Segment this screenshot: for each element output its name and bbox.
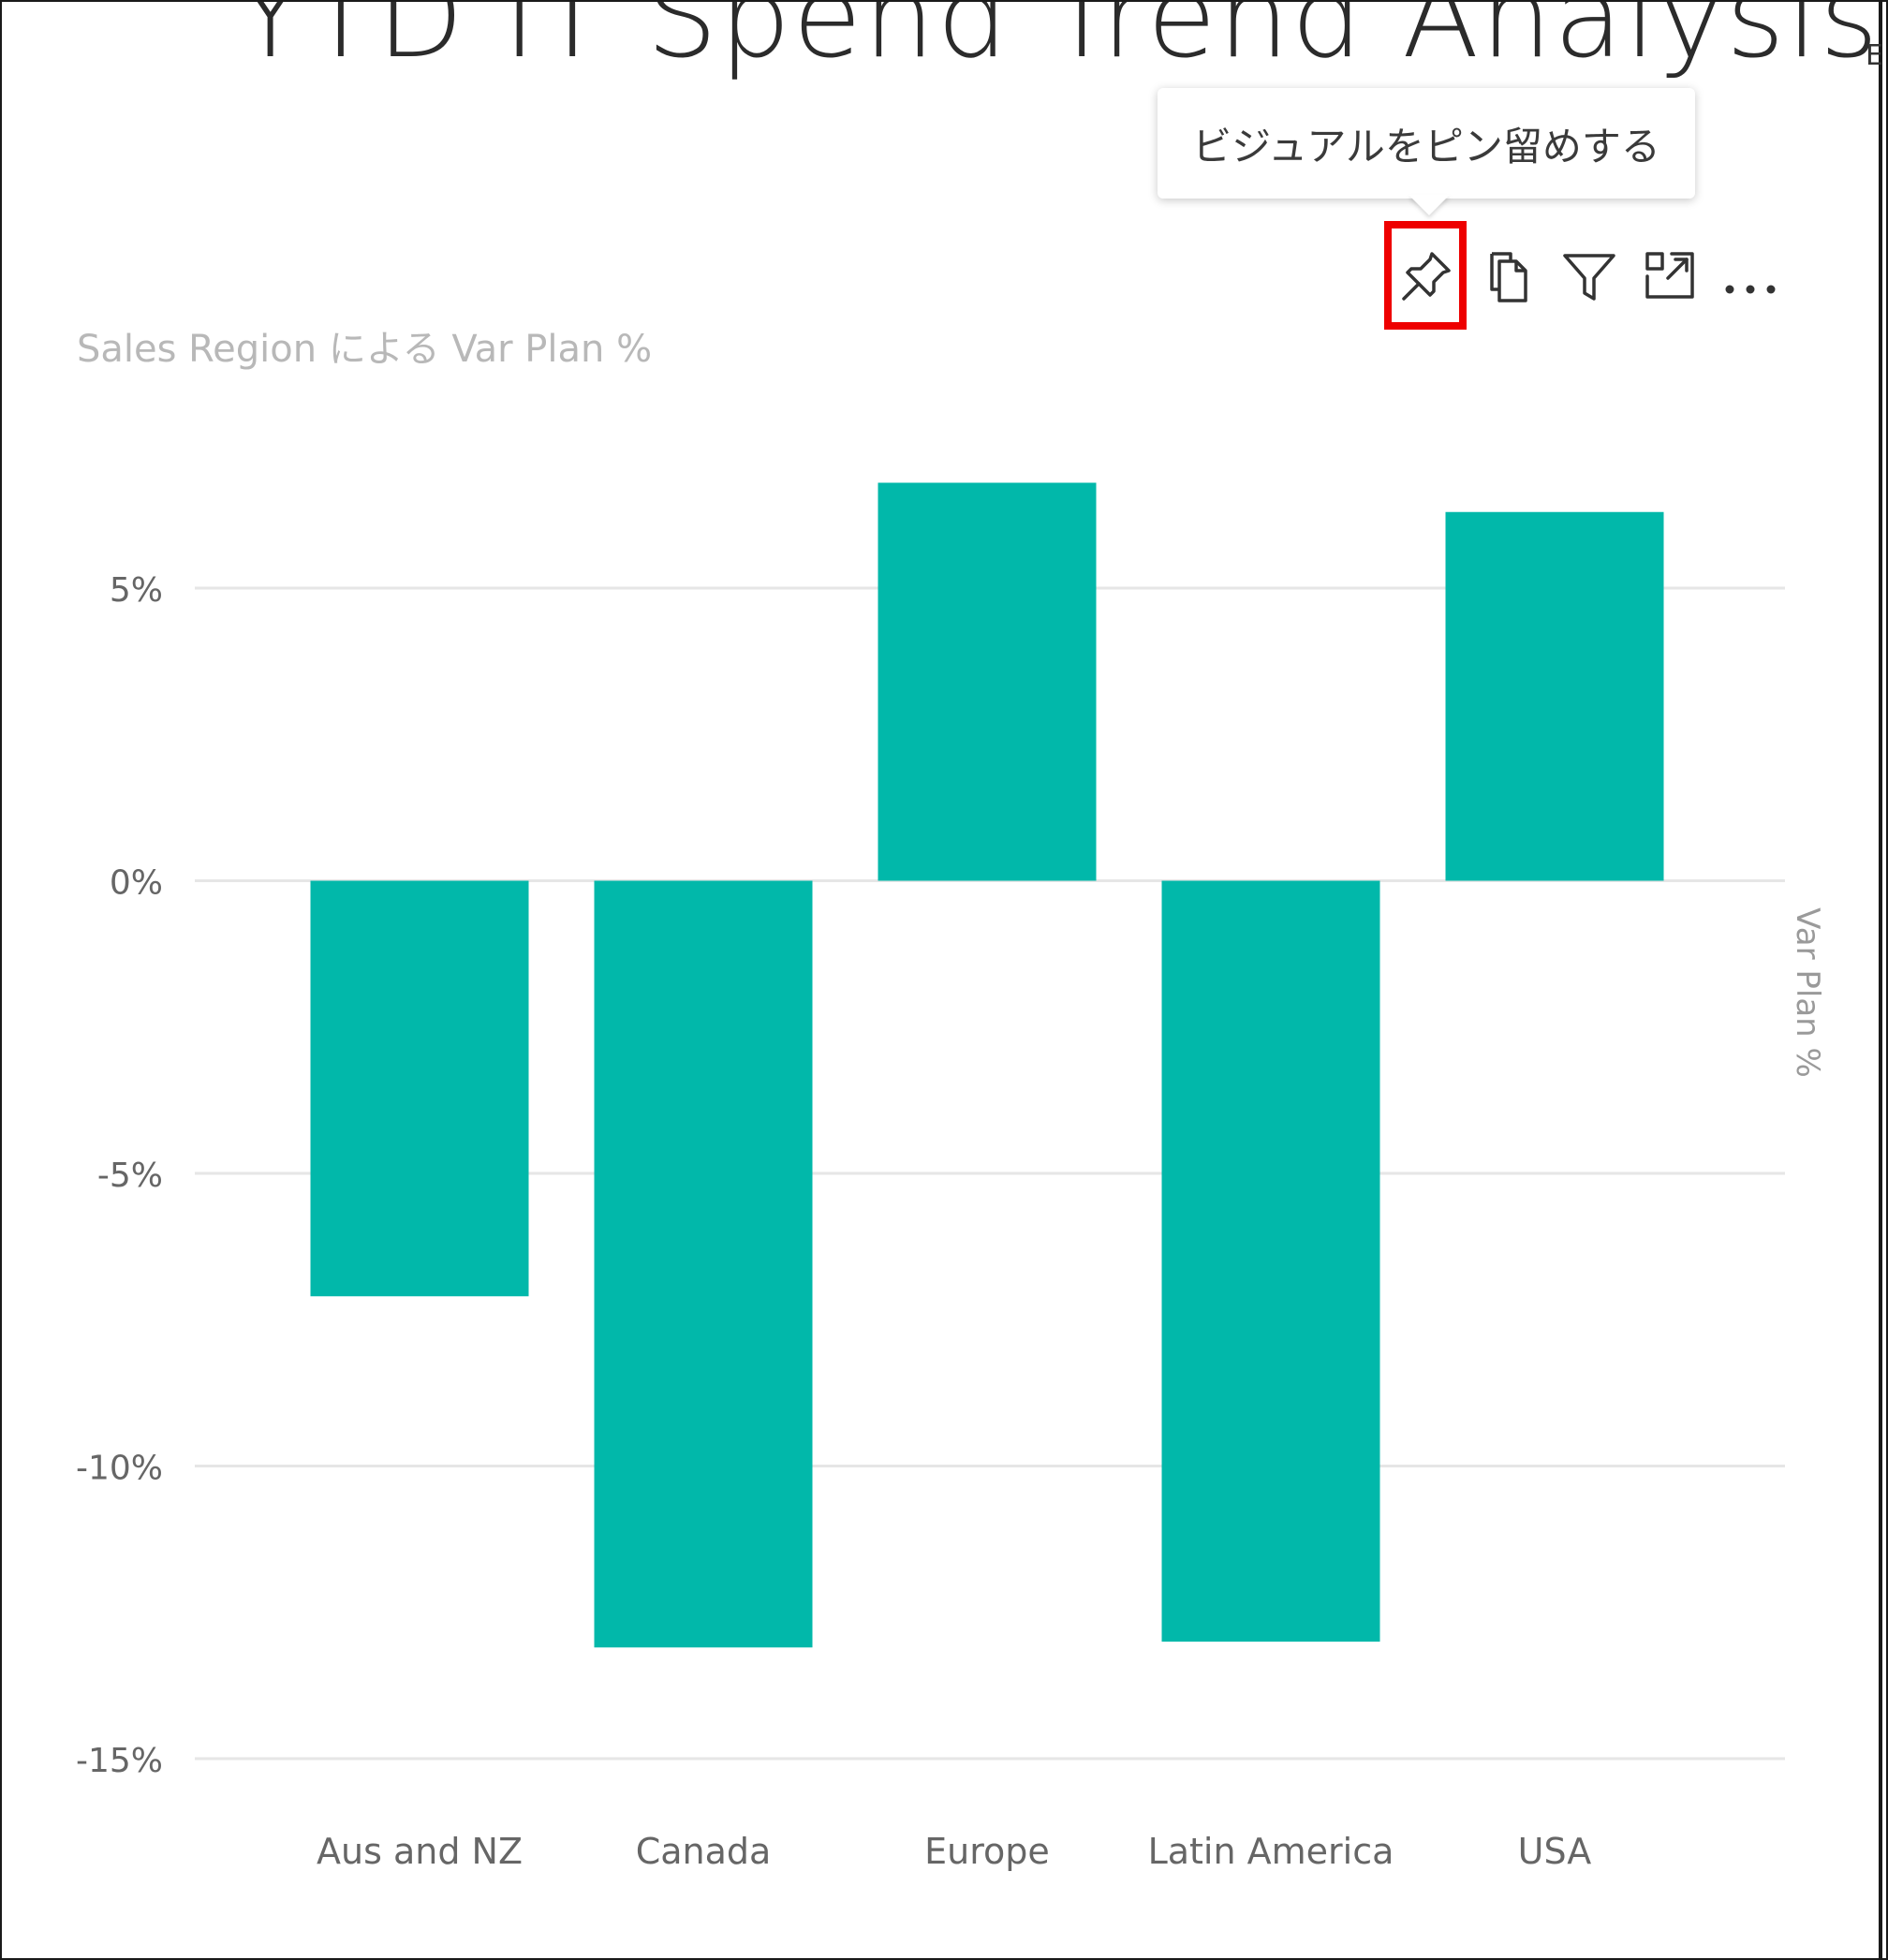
x-tick-label: Europe [924,1831,1050,1872]
filter-button[interactable] [1549,236,1630,317]
x-tick-label: USA [1518,1831,1592,1872]
bar-aus-and-nz[interactable] [310,880,529,1297]
pin-visual-tooltip: ビジュアルをピン留めする [1158,88,1695,199]
report-title: YTD IT Spend Trend Analysis [236,0,1881,83]
visual-title: Sales Region による Var Plan % [77,328,653,371]
x-tick-label: Canada [636,1831,772,1872]
y-tick-label: 0% [110,864,163,903]
focus-mode-icon [1645,252,1694,299]
x-tick-label: Aus and NZ [317,1831,523,1872]
bar-latin-america[interactable] [1161,880,1380,1643]
more-options-button[interactable] [1710,236,1791,317]
copy-visual-button[interactable] [1468,236,1549,317]
bar-usa[interactable] [1445,511,1664,881]
bar-canada[interactable] [594,880,813,1648]
edge-letter: E [1866,39,1883,72]
y-tick-label: -5% [97,1157,163,1195]
more-options-icon [1725,285,1776,294]
copy-icon [1490,252,1527,302]
y-tick-label: -10% [76,1450,163,1488]
filter-icon [1563,254,1615,301]
focus-mode-button[interactable] [1630,236,1710,317]
secondary-axis-label: Var Plan % [1789,907,1826,1078]
y-tick-label: 5% [110,571,163,610]
pin-button-highlight [1384,221,1467,330]
bar-europe[interactable] [878,482,1097,881]
tooltip-arrow [1409,195,1450,215]
y-tick-label: -15% [76,1742,163,1780]
pin-visual-button[interactable] [1386,236,1467,317]
panel-divider [1879,0,1882,1960]
pin-icon [1402,252,1451,301]
x-tick-label: Latin America [1148,1831,1394,1872]
